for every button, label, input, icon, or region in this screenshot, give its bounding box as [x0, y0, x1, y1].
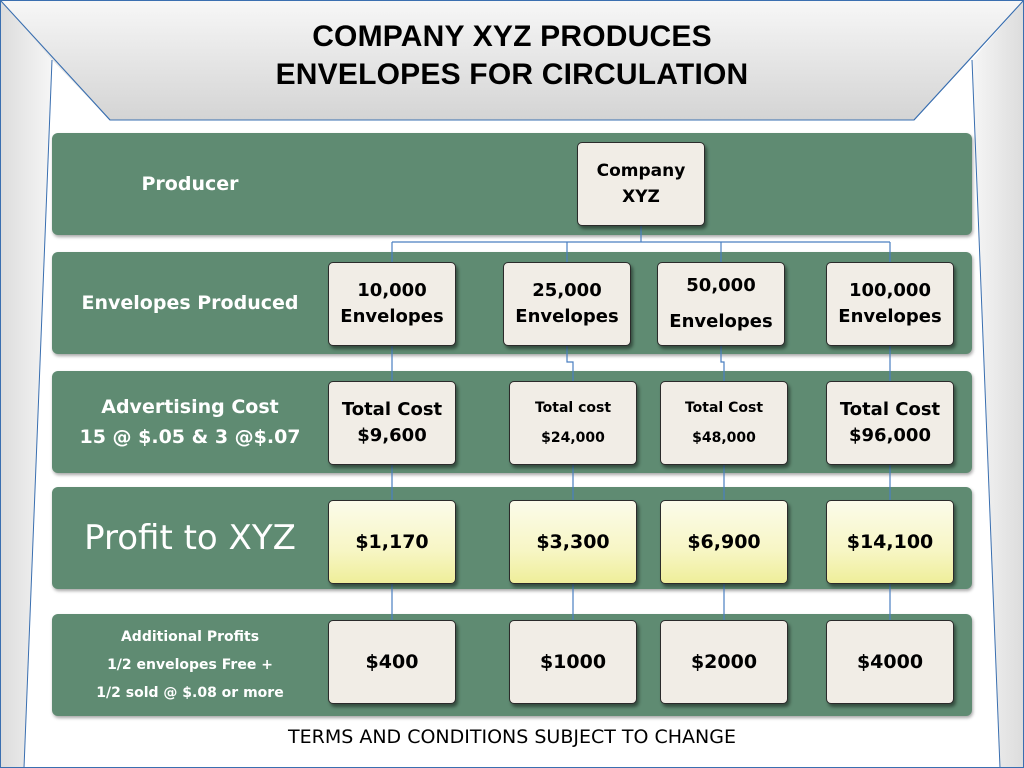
node-envelopes-qty: 50,000	[686, 275, 756, 296]
node-cost-48000: Total Cost $48,000	[660, 381, 788, 465]
additional-label: Additional Profits 1/2 envelopes Free + …	[52, 614, 328, 716]
producer-band: Producer	[52, 133, 972, 235]
node-cost-24000: Total cost $24,000	[509, 381, 637, 465]
slide-title: COMPANY XYZ PRODUCES ENVELOPES FOR CIRCU…	[110, 8, 914, 120]
node-additional-2000: $2000	[660, 620, 788, 704]
node-profit-6900: $6,900	[660, 500, 788, 584]
node-additional-value: $4000	[856, 651, 924, 673]
node-envelopes-100000: 100,000 Envelopes	[826, 262, 954, 346]
node-cost-label: Total Cost	[684, 400, 764, 416]
title-line-1: COMPANY XYZ PRODUCES	[312, 20, 712, 53]
node-profit-1170: $1,170	[328, 500, 456, 584]
node-additional-value: $1000	[539, 651, 607, 673]
node-company-line2: XYZ	[622, 187, 660, 207]
node-cost-value: $96,000	[849, 425, 931, 446]
node-profit-value: $3,300	[536, 531, 610, 553]
node-envelopes-50000: 50,000 Envelopes	[657, 262, 785, 346]
node-cost-label: Total Cost	[341, 399, 443, 420]
terms-footer: TERMS AND CONDITIONS SUBJECT TO CHANGE	[288, 726, 736, 748]
node-company-line1: Company	[596, 161, 686, 181]
node-cost-96000: Total Cost $96,000	[826, 381, 954, 465]
envelopes-label-text: Envelopes Produced	[81, 292, 299, 314]
node-envelopes-10000: 10,000 Envelopes	[328, 262, 456, 346]
node-profit-value: $14,100	[846, 531, 934, 553]
node-profit-value: $1,170	[355, 531, 429, 553]
node-envelopes-unit: Envelopes	[340, 306, 444, 327]
node-envelopes-qty: 25,000	[532, 280, 602, 301]
node-company-xyz: Company XYZ	[577, 142, 705, 226]
node-envelopes-qty: 10,000	[357, 280, 427, 301]
producer-label: Producer	[52, 133, 328, 235]
advertising-label: Advertising Cost 15 @ $.05 & 3 @$.07	[52, 371, 328, 473]
node-profit-14100: $14,100	[826, 500, 954, 584]
additional-label-line2: 1/2 envelopes Free +	[107, 657, 273, 673]
node-envelopes-unit: Envelopes	[669, 311, 773, 332]
node-cost-value: $24,000	[541, 430, 605, 446]
node-additional-4000: $4000	[826, 620, 954, 704]
node-envelopes-25000: 25,000 Envelopes	[503, 262, 631, 346]
node-cost-value: $48,000	[692, 430, 756, 446]
profit-label-text: Profit to XYZ	[84, 518, 296, 558]
node-profit-3300: $3,300	[509, 500, 637, 584]
node-envelopes-unit: Envelopes	[515, 306, 619, 327]
advertising-label-line2: 15 @ $.05 & 3 @$.07	[79, 426, 301, 448]
profit-label: Profit to XYZ	[52, 487, 328, 589]
node-additional-1000: $1000	[509, 620, 637, 704]
node-profit-value: $6,900	[687, 531, 761, 553]
node-cost-label: Total Cost	[839, 399, 941, 420]
node-envelopes-qty: 100,000	[849, 280, 931, 301]
node-cost-label: Total cost	[534, 400, 612, 416]
advertising-label-line1: Advertising Cost	[101, 396, 279, 418]
node-cost-9600: Total Cost $9,600	[328, 381, 456, 465]
additional-label-line1: Additional Profits	[120, 629, 260, 645]
node-additional-value: $2000	[690, 651, 758, 673]
envelopes-label: Envelopes Produced	[52, 252, 328, 354]
additional-label-line3: 1/2 sold @ $.08 or more	[96, 685, 284, 701]
producer-label-text: Producer	[141, 173, 239, 195]
title-line-2: ENVELOPES FOR CIRCULATION	[275, 58, 749, 91]
node-additional-value: $400	[365, 651, 419, 673]
node-additional-400: $400	[328, 620, 456, 704]
node-cost-value: $9,600	[357, 425, 427, 446]
node-envelopes-unit: Envelopes	[838, 306, 942, 327]
